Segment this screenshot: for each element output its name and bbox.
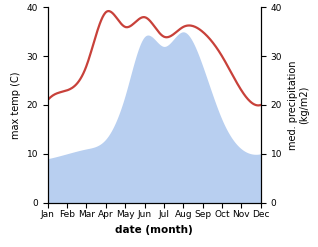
X-axis label: date (month): date (month) bbox=[115, 225, 193, 235]
Y-axis label: med. precipitation
(kg/m2): med. precipitation (kg/m2) bbox=[287, 60, 309, 150]
Y-axis label: max temp (C): max temp (C) bbox=[11, 71, 21, 139]
